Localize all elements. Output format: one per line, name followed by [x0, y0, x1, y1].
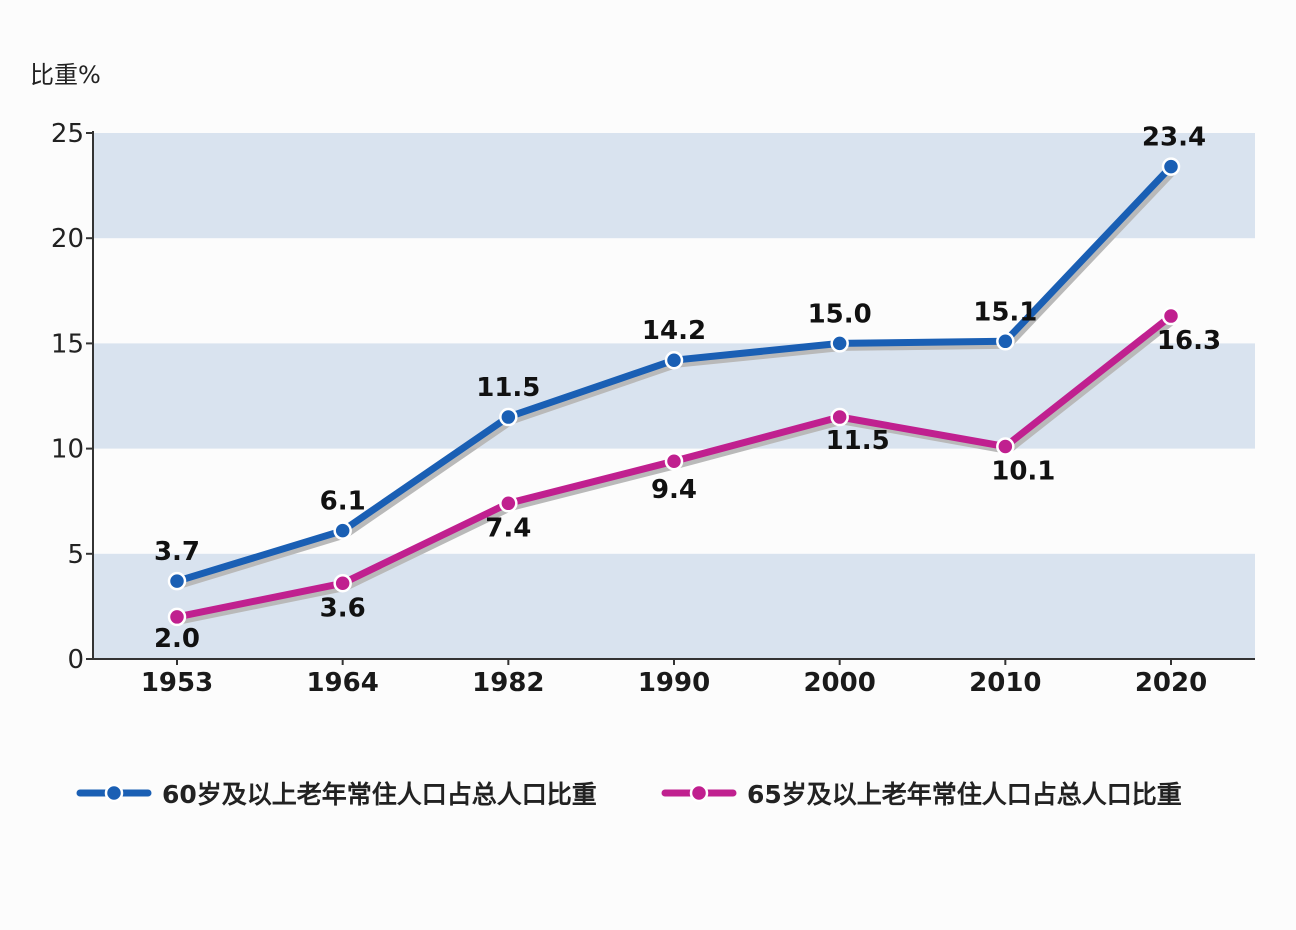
data-label: 3.7 — [154, 537, 200, 567]
data-label: 11.5 — [826, 426, 890, 456]
data-label: 9.4 — [651, 475, 697, 505]
data-label: 3.6 — [320, 593, 366, 623]
data-label: 7.4 — [485, 513, 531, 543]
data-point — [996, 437, 1015, 456]
legend-entry: 60岁及以上老年常住人口占总人口比重 — [162, 780, 597, 809]
x-tick-label: 2010 — [969, 668, 1041, 698]
data-label: 11.5 — [476, 373, 540, 403]
legend: 60岁及以上老年常住人口占总人口比重 65岁及以上老年常住人口占总人口比重 — [76, 780, 1182, 809]
x-tick-label: 1953 — [141, 668, 213, 698]
x-tick-label: 2020 — [1135, 668, 1207, 698]
legend-marker — [104, 783, 124, 803]
grid-band — [93, 553, 1255, 659]
grid-band — [93, 133, 1255, 239]
x-tick-label: 1982 — [472, 668, 544, 698]
data-point — [167, 607, 187, 627]
data-point — [830, 407, 849, 427]
y-tick-label: 20 — [51, 224, 84, 254]
x-tick-label: 2000 — [803, 668, 875, 698]
y-axis-label: 比重% — [30, 61, 101, 89]
data-point — [499, 494, 518, 513]
y-tick-labels: 0 5 10 15 20 25 — [51, 119, 84, 675]
data-point — [333, 574, 352, 593]
data-point — [499, 407, 518, 427]
data-label: 23.4 — [1142, 123, 1206, 153]
legend-marker — [689, 783, 709, 803]
legend-entry: 65岁及以上老年常住人口占总人口比重 — [747, 780, 1182, 809]
y-tick-label: 5 — [67, 540, 84, 570]
data-point — [996, 332, 1015, 351]
y-tick-label: 0 — [67, 645, 84, 675]
data-point — [1161, 157, 1181, 176]
data-point — [333, 521, 352, 540]
x-tick-label: 1990 — [638, 668, 710, 698]
data-point — [1161, 306, 1181, 326]
data-point — [830, 334, 849, 353]
y-tick-label: 10 — [51, 435, 84, 465]
y-tick-label: 15 — [51, 329, 84, 359]
data-point — [167, 571, 187, 591]
data-point — [664, 350, 684, 370]
data-label: 16.3 — [1157, 326, 1221, 356]
data-label: 10.1 — [991, 456, 1055, 486]
data-label: 2.0 — [154, 624, 200, 654]
data-label: 6.1 — [320, 487, 366, 517]
data-label: 15.1 — [973, 297, 1037, 327]
axes — [86, 131, 1255, 665]
x-tick-label: 1964 — [306, 668, 378, 698]
series-layer: 3.7 6.1 11.5 14.2 15.0 15.1 23.4 2.0 3.6 7.4 9.4 11… — [154, 123, 1221, 654]
data-label: 15.0 — [808, 299, 872, 329]
x-tick-labels: 1953 1964 1982 1990 2000 2010 2020 — [141, 668, 1207, 698]
data-point — [664, 451, 684, 471]
data-label: 14.2 — [642, 316, 706, 346]
y-tick-label: 25 — [51, 119, 84, 149]
